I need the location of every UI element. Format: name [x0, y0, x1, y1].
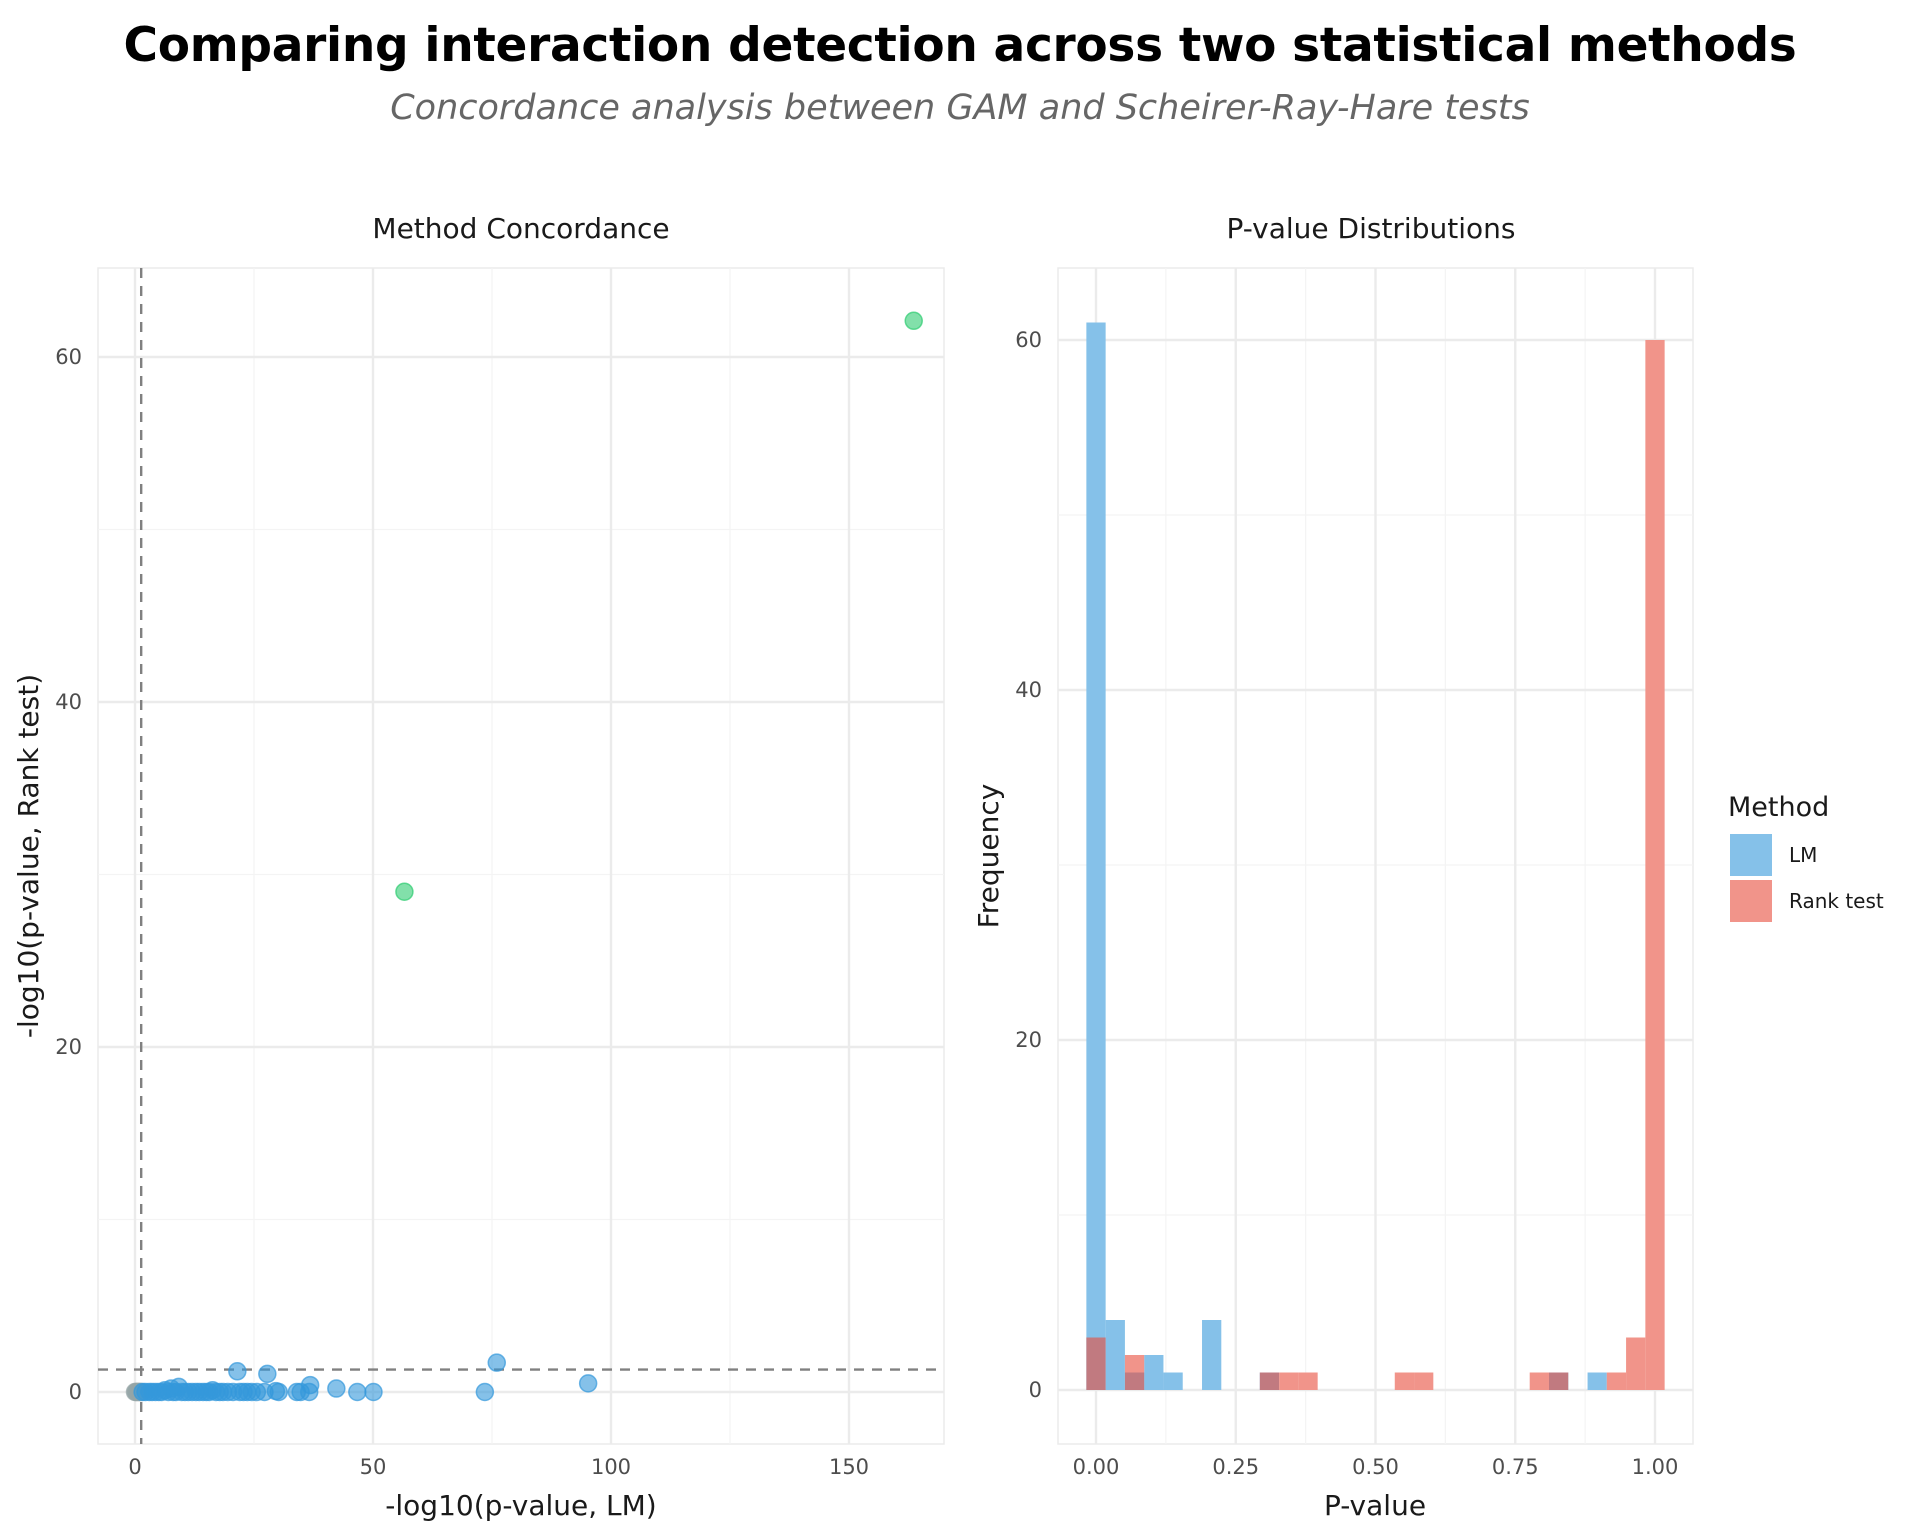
legend-lm-label: LM [1789, 843, 1817, 867]
legend: Method LM Rank test [1728, 792, 1884, 922]
data-point [395, 882, 414, 901]
legend-rank-test-swatch [1730, 880, 1772, 922]
y-tick-label: 0 [1029, 1378, 1042, 1402]
x-tick-label: 100 [591, 1455, 631, 1479]
data-point [300, 1375, 320, 1395]
x-tick-label: 150 [829, 1455, 869, 1479]
scatter-gridlines [98, 268, 944, 1444]
lm-bar [1163, 1372, 1183, 1390]
histogram-panel: P-value Distributions 0.00 0.25 0.50 0.75 1.… [972, 212, 1694, 1522]
y-tick-label: 0 [69, 1380, 82, 1404]
x-tick-label: 0.75 [1492, 1455, 1539, 1479]
legend-lm-swatch [1730, 834, 1772, 876]
data-point [475, 1382, 495, 1402]
rank-test-bar [1279, 1372, 1299, 1390]
data-point [348, 1382, 367, 1402]
scatter-points [125, 311, 923, 1402]
overlap-bar [1086, 1337, 1106, 1390]
rank-test-bar [1626, 1337, 1646, 1390]
legend-rank-test-label: Rank test [1789, 889, 1884, 913]
rank-test-bar [1645, 340, 1665, 1390]
data-point [327, 1379, 346, 1398]
lm-bar [1086, 322, 1106, 1390]
x-tick-label: 50 [360, 1455, 387, 1479]
chart-title: Comparing interaction detection across t… [123, 18, 1797, 73]
x-tick-label: 1.00 [1632, 1455, 1679, 1479]
legend-title: Method [1728, 792, 1829, 823]
histogram-x-ticks: 0.00 0.25 0.50 0.75 1.00 [1073, 1455, 1679, 1479]
significance-threshold-lines [98, 268, 944, 1444]
x-tick-label: 0.00 [1073, 1455, 1120, 1479]
y-tick-label: 60 [1015, 328, 1042, 352]
lm-bar [1105, 1320, 1125, 1390]
histogram-y-axis-title: Frequency [972, 784, 1005, 929]
scatter-plot-area [97, 267, 945, 1445]
y-tick-label: 40 [1015, 678, 1042, 702]
y-tick-label: 20 [55, 1035, 82, 1059]
histogram-bars [1086, 322, 1665, 1390]
rank-test-bar [1298, 1372, 1318, 1390]
data-point [487, 1353, 507, 1372]
rank-test-bar [1529, 1372, 1549, 1390]
histogram-y-ticks: 0 20 40 60 [1015, 328, 1042, 1402]
rank-test-bar [1124, 1355, 1145, 1373]
overlap-bar [1548, 1372, 1569, 1390]
lm-bar [1144, 1355, 1164, 1390]
scatter-y-ticks: 0 20 40 60 [55, 345, 82, 1404]
x-tick-label: 0 [128, 1455, 141, 1479]
data-point [364, 1382, 383, 1402]
scatter-y-axis-title: -log10(p-value, Rank test) [12, 674, 45, 1038]
x-tick-label: 0.25 [1212, 1455, 1259, 1479]
data-point [904, 311, 923, 331]
chart-subtitle: Concordance analysis between GAM and Sch… [390, 88, 1530, 128]
data-point [269, 1382, 289, 1402]
x-tick-label: 0.50 [1352, 1455, 1399, 1479]
rank-test-bar [1414, 1372, 1434, 1390]
y-tick-label: 40 [55, 690, 82, 714]
scatter-panel-title: Method Concordance [372, 212, 669, 245]
lm-bar [1587, 1372, 1607, 1390]
overlap-bar [1259, 1372, 1280, 1390]
histogram-panel-title: P-value Distributions [1227, 212, 1516, 245]
data-point [578, 1374, 598, 1393]
rank-test-bar [1394, 1372, 1415, 1390]
histogram-gridlines [1058, 268, 1693, 1444]
y-tick-label: 60 [55, 345, 82, 369]
histogram-x-axis-title: P-value [1324, 1489, 1426, 1522]
overlap-bar [1124, 1372, 1145, 1390]
scatter-x-axis-title: -log10(p-value, LM) [385, 1489, 656, 1522]
scatter-panel: Method Concordance 0 50 100 150 0 20 40 60 -lo… [12, 212, 945, 1522]
data-point [258, 1364, 277, 1384]
data-point [228, 1362, 247, 1381]
y-tick-label: 20 [1015, 1028, 1042, 1052]
lm-bar [1202, 1320, 1222, 1390]
rank-test-bar [1606, 1372, 1627, 1390]
scatter-x-ticks: 0 50 100 150 [128, 1455, 869, 1479]
